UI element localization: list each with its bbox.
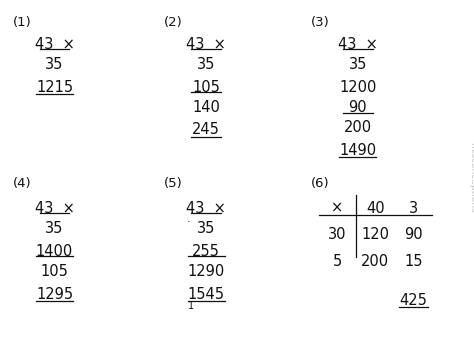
Text: 1545: 1545 <box>188 287 225 302</box>
Text: 105: 105 <box>192 80 220 95</box>
Text: 1290: 1290 <box>188 264 225 279</box>
Text: 5: 5 <box>333 254 342 269</box>
Text: 105: 105 <box>41 264 68 279</box>
Text: (1): (1) <box>13 16 32 29</box>
Text: 43  ×: 43 × <box>35 201 74 215</box>
Text: 90: 90 <box>348 100 367 115</box>
Text: (5): (5) <box>164 178 182 191</box>
Text: 200: 200 <box>361 254 390 269</box>
Text: 15: 15 <box>404 254 423 269</box>
Text: 1490: 1490 <box>339 143 376 158</box>
Text: (4): (4) <box>13 178 32 191</box>
Text: .: . <box>186 214 190 224</box>
Text: 425: 425 <box>400 293 427 308</box>
Text: 1295: 1295 <box>36 287 73 302</box>
Text: 35: 35 <box>197 221 215 236</box>
Text: 255: 255 <box>192 244 220 259</box>
Text: 43  ×: 43 × <box>35 37 74 52</box>
Text: (6): (6) <box>310 178 329 191</box>
Text: 43  ×: 43 × <box>338 37 378 52</box>
Text: 30: 30 <box>328 227 347 242</box>
Text: 120: 120 <box>361 227 390 242</box>
Text: 140: 140 <box>192 100 220 115</box>
Text: 1200: 1200 <box>339 80 376 95</box>
Text: 1400: 1400 <box>36 244 73 259</box>
Text: 40: 40 <box>366 201 385 215</box>
Text: 200: 200 <box>344 120 372 135</box>
Text: 35: 35 <box>46 221 64 236</box>
Text: (3): (3) <box>310 16 329 29</box>
Text: 43  ×: 43 × <box>186 37 226 52</box>
Text: 35: 35 <box>197 57 215 72</box>
Text: 1215: 1215 <box>36 80 73 95</box>
Text: ×: × <box>331 201 344 215</box>
Text: (2): (2) <box>164 16 182 29</box>
Text: 3: 3 <box>409 201 418 215</box>
Text: 90: 90 <box>404 227 423 242</box>
Text: 35: 35 <box>46 57 64 72</box>
Text: 245: 245 <box>192 122 220 137</box>
Text: 43  ×: 43 × <box>186 201 226 215</box>
Text: misconceptions: misconceptions <box>468 142 474 213</box>
Text: 35: 35 <box>349 57 367 72</box>
Text: 1: 1 <box>188 301 193 311</box>
